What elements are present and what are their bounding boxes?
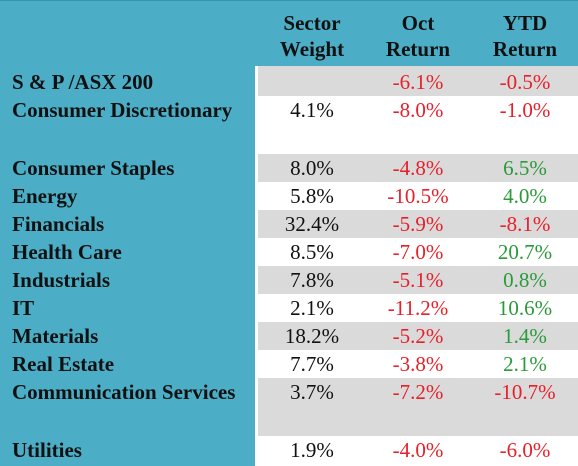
sector-weight: 2.1% (290, 296, 334, 320)
oct-return: -5.2% (392, 324, 444, 348)
sector-name: Financials (12, 212, 105, 236)
oct-return: -8.0% (392, 98, 444, 122)
table-row: Energy 5.8% -10.5% 4.0% (0, 182, 578, 210)
sector-name: IT (12, 296, 35, 320)
row-background (258, 350, 578, 378)
oct-return: -5.9% (392, 212, 444, 236)
sector-name: Energy (12, 184, 78, 208)
header-oct-return-line1: Oct (401, 11, 435, 35)
sector-weight: 32.4% (284, 212, 340, 236)
header-sector-weight: Sector Weight (260, 10, 364, 62)
ytd-return: -10.7% (494, 380, 556, 404)
row-background (258, 378, 578, 436)
sector-weight: 5.8% (290, 184, 334, 208)
sector-weight: 3.7% (290, 380, 334, 404)
table-row: Utilities 1.9% -4.0% -6.0% (0, 436, 578, 466)
sector-name: Consumer Staples (12, 156, 175, 180)
table-row: Consumer Discretionary 4.1% -8.0% -1.0% (0, 96, 578, 154)
sector-name: S & P /ASX 200 (12, 70, 154, 94)
ytd-return: 4.0% (503, 184, 547, 208)
row-background (258, 294, 578, 322)
oct-return: -3.8% (392, 352, 444, 376)
ytd-return: 6.5% (503, 156, 547, 180)
sector-name: Communication Services (12, 380, 236, 404)
ytd-return: 10.6% (497, 296, 553, 320)
table-row: Consumer Staples 8.0% -4.8% 6.5% (0, 154, 578, 182)
header-oct-return: Oct Return (368, 10, 468, 62)
sector-name: Industrials (12, 268, 111, 292)
header-ytd-return-line1: YTD (502, 11, 548, 35)
oct-return: -7.0% (392, 240, 444, 264)
oct-return: -11.2% (387, 296, 449, 320)
ytd-return: -0.5% (499, 70, 551, 94)
header-ytd-return: YTD Return (472, 10, 578, 62)
table-row: Communication Services 3.7% -7.2% -10.7% (0, 378, 578, 436)
sector-name: Materials (12, 324, 99, 348)
sector-name: Real Estate (12, 352, 115, 376)
sector-weight: 4.1% (290, 98, 334, 122)
oct-return: -4.8% (392, 156, 444, 180)
sector-weight: 18.2% (284, 324, 340, 348)
header-ytd-return-line2: Return (492, 37, 558, 61)
sector-name: Consumer Discretionary (12, 98, 233, 122)
row-background (258, 266, 578, 294)
ytd-return: 1.4% (503, 324, 547, 348)
oct-return: -4.0% (392, 438, 444, 462)
ytd-return: 2.1% (503, 352, 547, 376)
row-background (258, 238, 578, 266)
table-row: Materials 18.2% -5.2% 1.4% (0, 322, 578, 350)
row-background (258, 66, 578, 96)
row-background (258, 182, 578, 210)
sector-weight: 1.9% (290, 438, 334, 462)
sector-name: Utilities (12, 438, 82, 462)
row-background (258, 96, 578, 154)
table-row: Real Estate 7.7% -3.8% 2.1% (0, 350, 578, 378)
table-header: Sector Weight Oct Return YTD Return (0, 0, 578, 66)
row-background (258, 210, 578, 238)
sector-column-background (0, 66, 255, 466)
ytd-return: -6.0% (499, 438, 551, 462)
header-sector-weight-line2: Weight (279, 37, 345, 61)
sector-weight: 8.0% (290, 156, 334, 180)
row-background (258, 322, 578, 350)
table-row: IT 2.1% -11.2% 10.6% (0, 294, 578, 322)
table-row: Industrials 7.8% -5.1% 0.8% (0, 266, 578, 294)
sector-weight: 7.8% (290, 268, 334, 292)
sector-weight: 7.7% (290, 352, 334, 376)
oct-return: -10.5% (387, 184, 449, 208)
ytd-return: 20.7% (497, 240, 553, 264)
table-row: Financials 32.4% -5.9% -8.1% (0, 210, 578, 238)
oct-return: -5.1% (392, 268, 444, 292)
sector-weight: 8.5% (290, 240, 334, 264)
row-background (258, 154, 578, 182)
row-background (258, 436, 578, 466)
header-sector-weight-line1: Sector (283, 11, 341, 35)
table-row: Health Care 8.5% -7.0% 20.7% (0, 238, 578, 266)
sector-name: Health Care (12, 240, 122, 264)
ytd-return: -8.1% (499, 212, 551, 236)
oct-return: -6.1% (392, 70, 444, 94)
ytd-return: -1.0% (499, 98, 551, 122)
header-oct-return-line2: Return (385, 37, 451, 61)
ytd-return: 0.8% (503, 268, 547, 292)
table-row: S & P /ASX 200 -6.1% -0.5% (0, 66, 578, 96)
oct-return: -7.2% (392, 380, 444, 404)
